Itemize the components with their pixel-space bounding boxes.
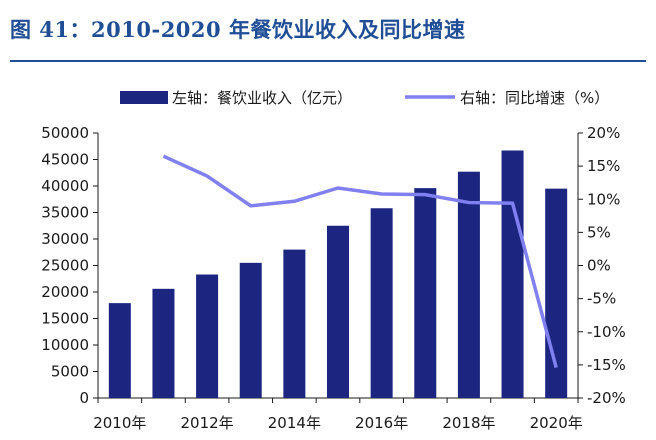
right-y-tick-label: -5%	[587, 290, 616, 308]
left-y-tick-label: 10000	[41, 336, 89, 354]
right-y-tick-label: -20%	[587, 389, 626, 407]
legend-label-bar: 左轴：餐饮业收入（亿元）	[172, 89, 352, 107]
bar	[283, 249, 306, 398]
right-y-tick-label: 10%	[587, 190, 620, 208]
x-tick-label: 2014年	[268, 414, 321, 432]
x-tick-label: 2012年	[180, 414, 233, 432]
growth-line	[162, 154, 558, 368]
left-y-tick-label: 35000	[41, 204, 89, 222]
bar	[457, 171, 480, 398]
bar	[152, 288, 175, 398]
bar	[196, 274, 219, 398]
bar	[108, 303, 131, 398]
right-y-tick-label: 20%	[587, 124, 620, 142]
bar	[414, 188, 437, 398]
left-y-tick-label: 50000	[41, 124, 89, 142]
left-y-tick-label: 5000	[51, 363, 89, 381]
bar	[239, 262, 262, 398]
title-divider	[10, 60, 646, 62]
bar	[327, 225, 349, 398]
left-y-tick-label: 15000	[41, 310, 89, 328]
bar	[370, 208, 393, 398]
right-y-tick-label: -15%	[587, 356, 626, 374]
left-y-tick-label: 25000	[41, 257, 89, 275]
right-y-tick-label: 5%	[587, 223, 611, 241]
left-y-tick-label: 40000	[41, 177, 89, 195]
right-y-tick-label: 15%	[587, 157, 620, 175]
left-y-tick-label: 20000	[41, 283, 89, 301]
legend-label-line: 右轴：同比增速（%）	[460, 89, 609, 107]
right-y-tick-label: 0%	[587, 257, 611, 275]
left-y-tick-label: 45000	[41, 151, 89, 169]
legend-swatch-bar	[120, 91, 168, 104]
x-tick-label: 2018年	[442, 414, 495, 432]
bar	[501, 150, 524, 398]
x-tick-label: 2010年	[93, 414, 146, 432]
left-y-tick-label: 0	[79, 389, 89, 407]
x-tick-label: 2016年	[355, 414, 408, 432]
left-y-tick-label: 30000	[41, 230, 89, 248]
x-tick-label: 2020年	[530, 414, 583, 432]
right-y-tick-label: -10%	[587, 323, 626, 341]
figure-title: 图 41：2010-2020 年餐饮业收入及同比增速	[10, 17, 466, 42]
